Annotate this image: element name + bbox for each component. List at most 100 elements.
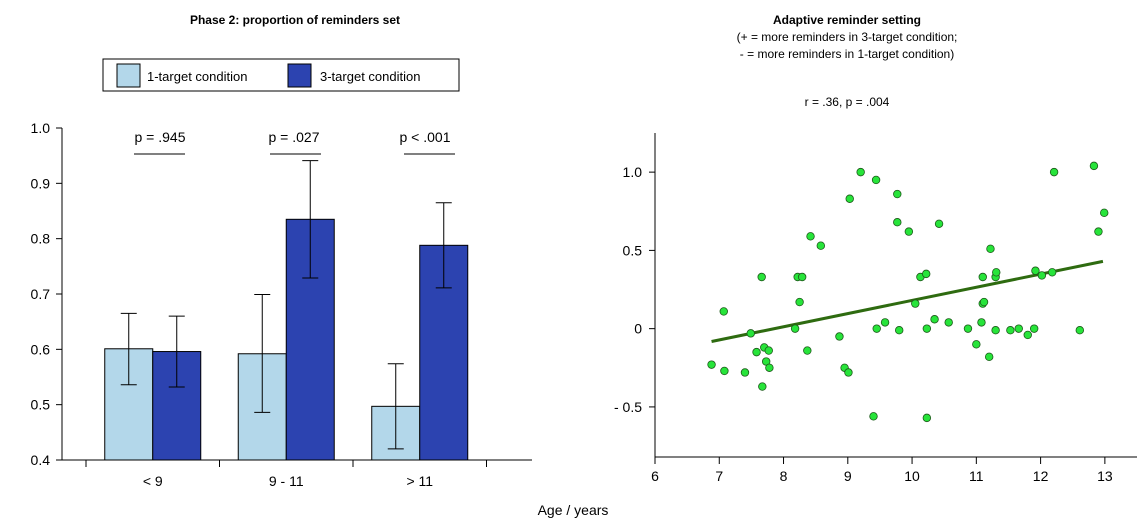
scatter-point [992, 268, 1001, 277]
scatter-y-ticks: 1.0 0.5 0 - 0.5 [614, 164, 655, 415]
scatter-point [740, 368, 750, 377]
legend-label-1-target: 1-target condition [147, 69, 247, 84]
scatter-x-tick-label: 10 [904, 468, 920, 484]
scatter-y-tick-label: - 0.5 [614, 399, 642, 415]
scatter-point [1047, 268, 1057, 277]
bar-x-tick-label: > 11 [406, 473, 433, 489]
scatter-point [869, 412, 878, 421]
scatter-point [1100, 208, 1109, 218]
p-annotations: p = .945 p = .027 p < .001 [134, 129, 455, 155]
scatter-point [1014, 324, 1023, 333]
scatter-point [797, 272, 807, 282]
scatter-points [707, 161, 1109, 423]
scatter-point [835, 332, 844, 341]
scatter-point [1075, 326, 1085, 335]
scatter-point [816, 241, 826, 250]
scatter-point [991, 326, 1000, 335]
scatter-title: Adaptive reminder setting [773, 13, 921, 27]
scatter-subtitle-line-2: - = more reminders in 1-target condition… [740, 47, 954, 61]
scatter-point [757, 272, 766, 282]
scatter-point [758, 382, 767, 391]
scatter-point [856, 167, 865, 177]
scatter-point [986, 244, 995, 254]
scatter-point [1006, 326, 1015, 335]
scatter-point [1029, 324, 1039, 333]
p-value-gt11: p < .001 [400, 129, 451, 145]
legend-swatch-3-target [287, 63, 312, 88]
bar-y-ticks: 0.4 0.5 0.6 0.7 0.8 0.9 1.0 [31, 120, 62, 468]
scatter-x-tick-label: 12 [1033, 468, 1049, 484]
scatter-point [904, 227, 914, 236]
scatter-point [963, 324, 973, 333]
scatter-point [764, 346, 773, 355]
scatter-point [930, 315, 939, 324]
scatter-point [795, 297, 804, 307]
bar-marks [104, 218, 469, 461]
scatter-y-tick-label: 1.0 [623, 164, 643, 180]
bar-x-ticks: < 9 9 - 11 > 11 [85, 460, 487, 489]
scatter-point [944, 318, 953, 327]
bar-y-tick-label: 0.5 [31, 397, 51, 413]
scatter-x-tick-label: 11 [969, 468, 984, 484]
scatter-point [790, 324, 800, 333]
scatter-point [922, 324, 932, 333]
bar-y-tick-label: 0.4 [31, 452, 51, 468]
scatter-point [720, 366, 729, 376]
bar-legend: 1-target condition 3-target condition [102, 58, 460, 92]
scatter-subtitle-line-1: (+ = more reminders in 3-target conditio… [737, 30, 958, 44]
p-value-lt9: p = .945 [135, 129, 186, 145]
scatter-x-tick-label: 6 [651, 468, 659, 484]
scatter-point [984, 352, 994, 362]
scatter-point [707, 360, 716, 369]
scatter-point [844, 368, 853, 377]
error-bar [302, 160, 319, 279]
scatter-point [845, 194, 854, 203]
scatter-point [752, 347, 761, 357]
error-bar [254, 294, 271, 413]
bar-x-tick-label: 9 - 11 [269, 473, 304, 489]
scatter-x-tick-label: 13 [1097, 468, 1113, 484]
scatter-point [880, 318, 890, 327]
scatter-point [1031, 266, 1040, 275]
scatter-x-ticks: 6 7 8 9 10 11 12 13 [651, 457, 1113, 484]
scatter-point [922, 269, 931, 279]
scatter-point [1089, 161, 1099, 171]
error-bar [387, 363, 404, 450]
scatter-point [803, 346, 812, 355]
p-value-9-11: p = .027 [269, 129, 320, 145]
scatter-point [972, 340, 981, 349]
scatter-chart: Adaptive reminder setting (+ = more remi… [614, 13, 1137, 484]
scatter-point [765, 363, 774, 372]
scatter-point [979, 297, 989, 307]
bar-chart-title: Phase 2: proportion of reminders set [190, 13, 400, 27]
bar-y-tick-label: 0.8 [31, 231, 51, 247]
scatter-point [806, 232, 815, 241]
scatter-point [1037, 271, 1047, 280]
legend-label-3-target: 3-target condition [320, 69, 420, 84]
legend-swatch-1-target [116, 63, 141, 88]
error-bar [120, 312, 137, 386]
scatter-x-tick-label: 8 [780, 468, 788, 484]
scatter-point [895, 326, 904, 335]
scatter-point [746, 329, 755, 338]
scatter-point [893, 189, 902, 199]
scatter-point [1023, 330, 1032, 340]
bar-x-tick-label: < 9 [143, 473, 163, 489]
scatter-point [922, 413, 932, 423]
scatter-point [1094, 227, 1103, 236]
bar-1-target [104, 348, 154, 461]
scatter-point [978, 272, 987, 282]
scatter-x-tick-label: 7 [715, 468, 723, 484]
scatter-point [911, 299, 920, 308]
bar-error-bars [120, 160, 452, 450]
bar-y-tick-label: 1.0 [31, 120, 51, 136]
scatter-y-tick-label: 0.5 [623, 242, 643, 258]
scatter-point [934, 219, 944, 228]
regression-line [711, 259, 1104, 343]
error-bar [435, 202, 452, 289]
scatter-x-tick-label: 9 [844, 468, 852, 484]
scatter-point [872, 324, 881, 333]
bar-y-tick-label: 0.9 [31, 175, 51, 191]
correlation-annotation: r = .36, p = .004 [805, 95, 890, 109]
